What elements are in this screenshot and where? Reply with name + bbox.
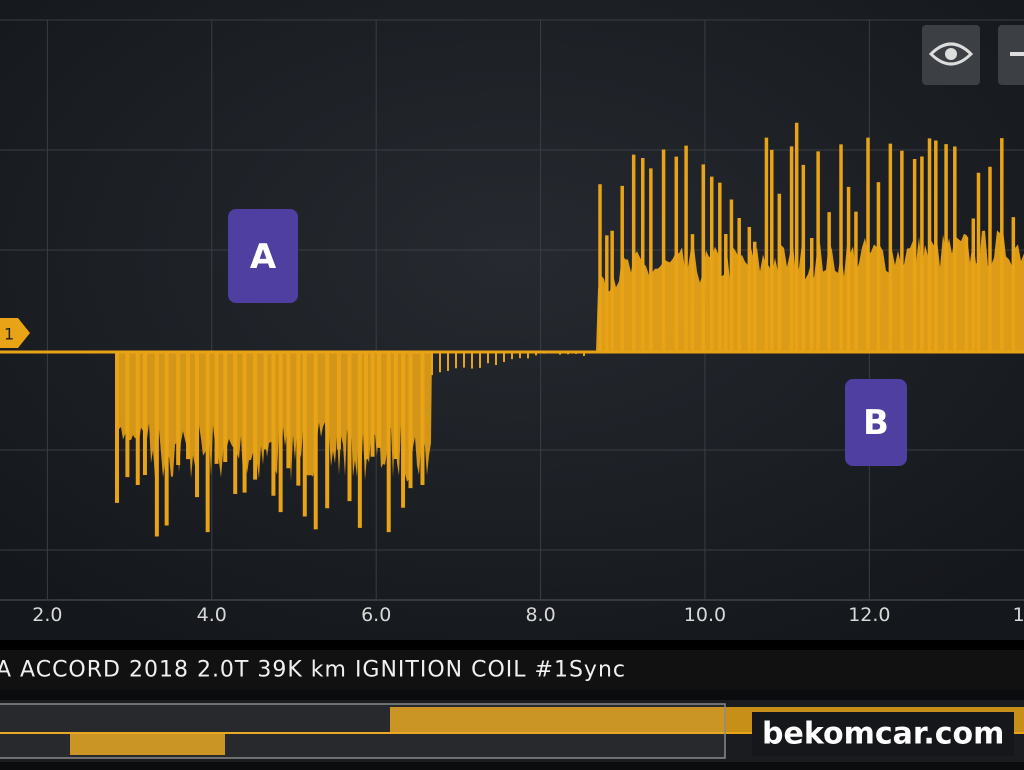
x-axis: 2.0 4.0 6.0 8.0 10.0 12.0 14.0 xyxy=(32,604,1024,626)
annotation-badge xyxy=(228,209,298,303)
x-tick-label: 2.0 xyxy=(32,604,62,626)
x-tick-label: 10.0 xyxy=(684,604,726,626)
x-tick-label: 4.0 xyxy=(197,604,227,626)
title-bar xyxy=(0,650,1024,690)
x-tick-label: 14.0 xyxy=(1013,604,1024,626)
x-tick-label: 12.0 xyxy=(848,604,890,626)
overview-window[interactable] xyxy=(0,703,726,759)
x-tick-label: 6.0 xyxy=(361,604,391,626)
minus-icon xyxy=(1010,52,1024,56)
separator xyxy=(0,640,1024,650)
x-tick-label: 8.0 xyxy=(525,604,555,626)
annotation-label: B xyxy=(863,403,889,443)
waveform xyxy=(0,122,1024,537)
channel-marker[interactable] xyxy=(0,318,30,348)
watermark: bekomcar.com xyxy=(762,717,1004,752)
channel-marker-label: 1 xyxy=(4,325,14,344)
watermark-bg xyxy=(752,712,1014,756)
annotation-badge xyxy=(845,379,907,466)
annotation-label: A xyxy=(250,237,277,277)
trace-title: A ACCORD 2018 2.0T 39K km IGNITION COIL … xyxy=(0,658,626,683)
mini-negative xyxy=(70,733,225,755)
eye-icon xyxy=(928,42,974,66)
eye-pupil xyxy=(945,48,957,60)
